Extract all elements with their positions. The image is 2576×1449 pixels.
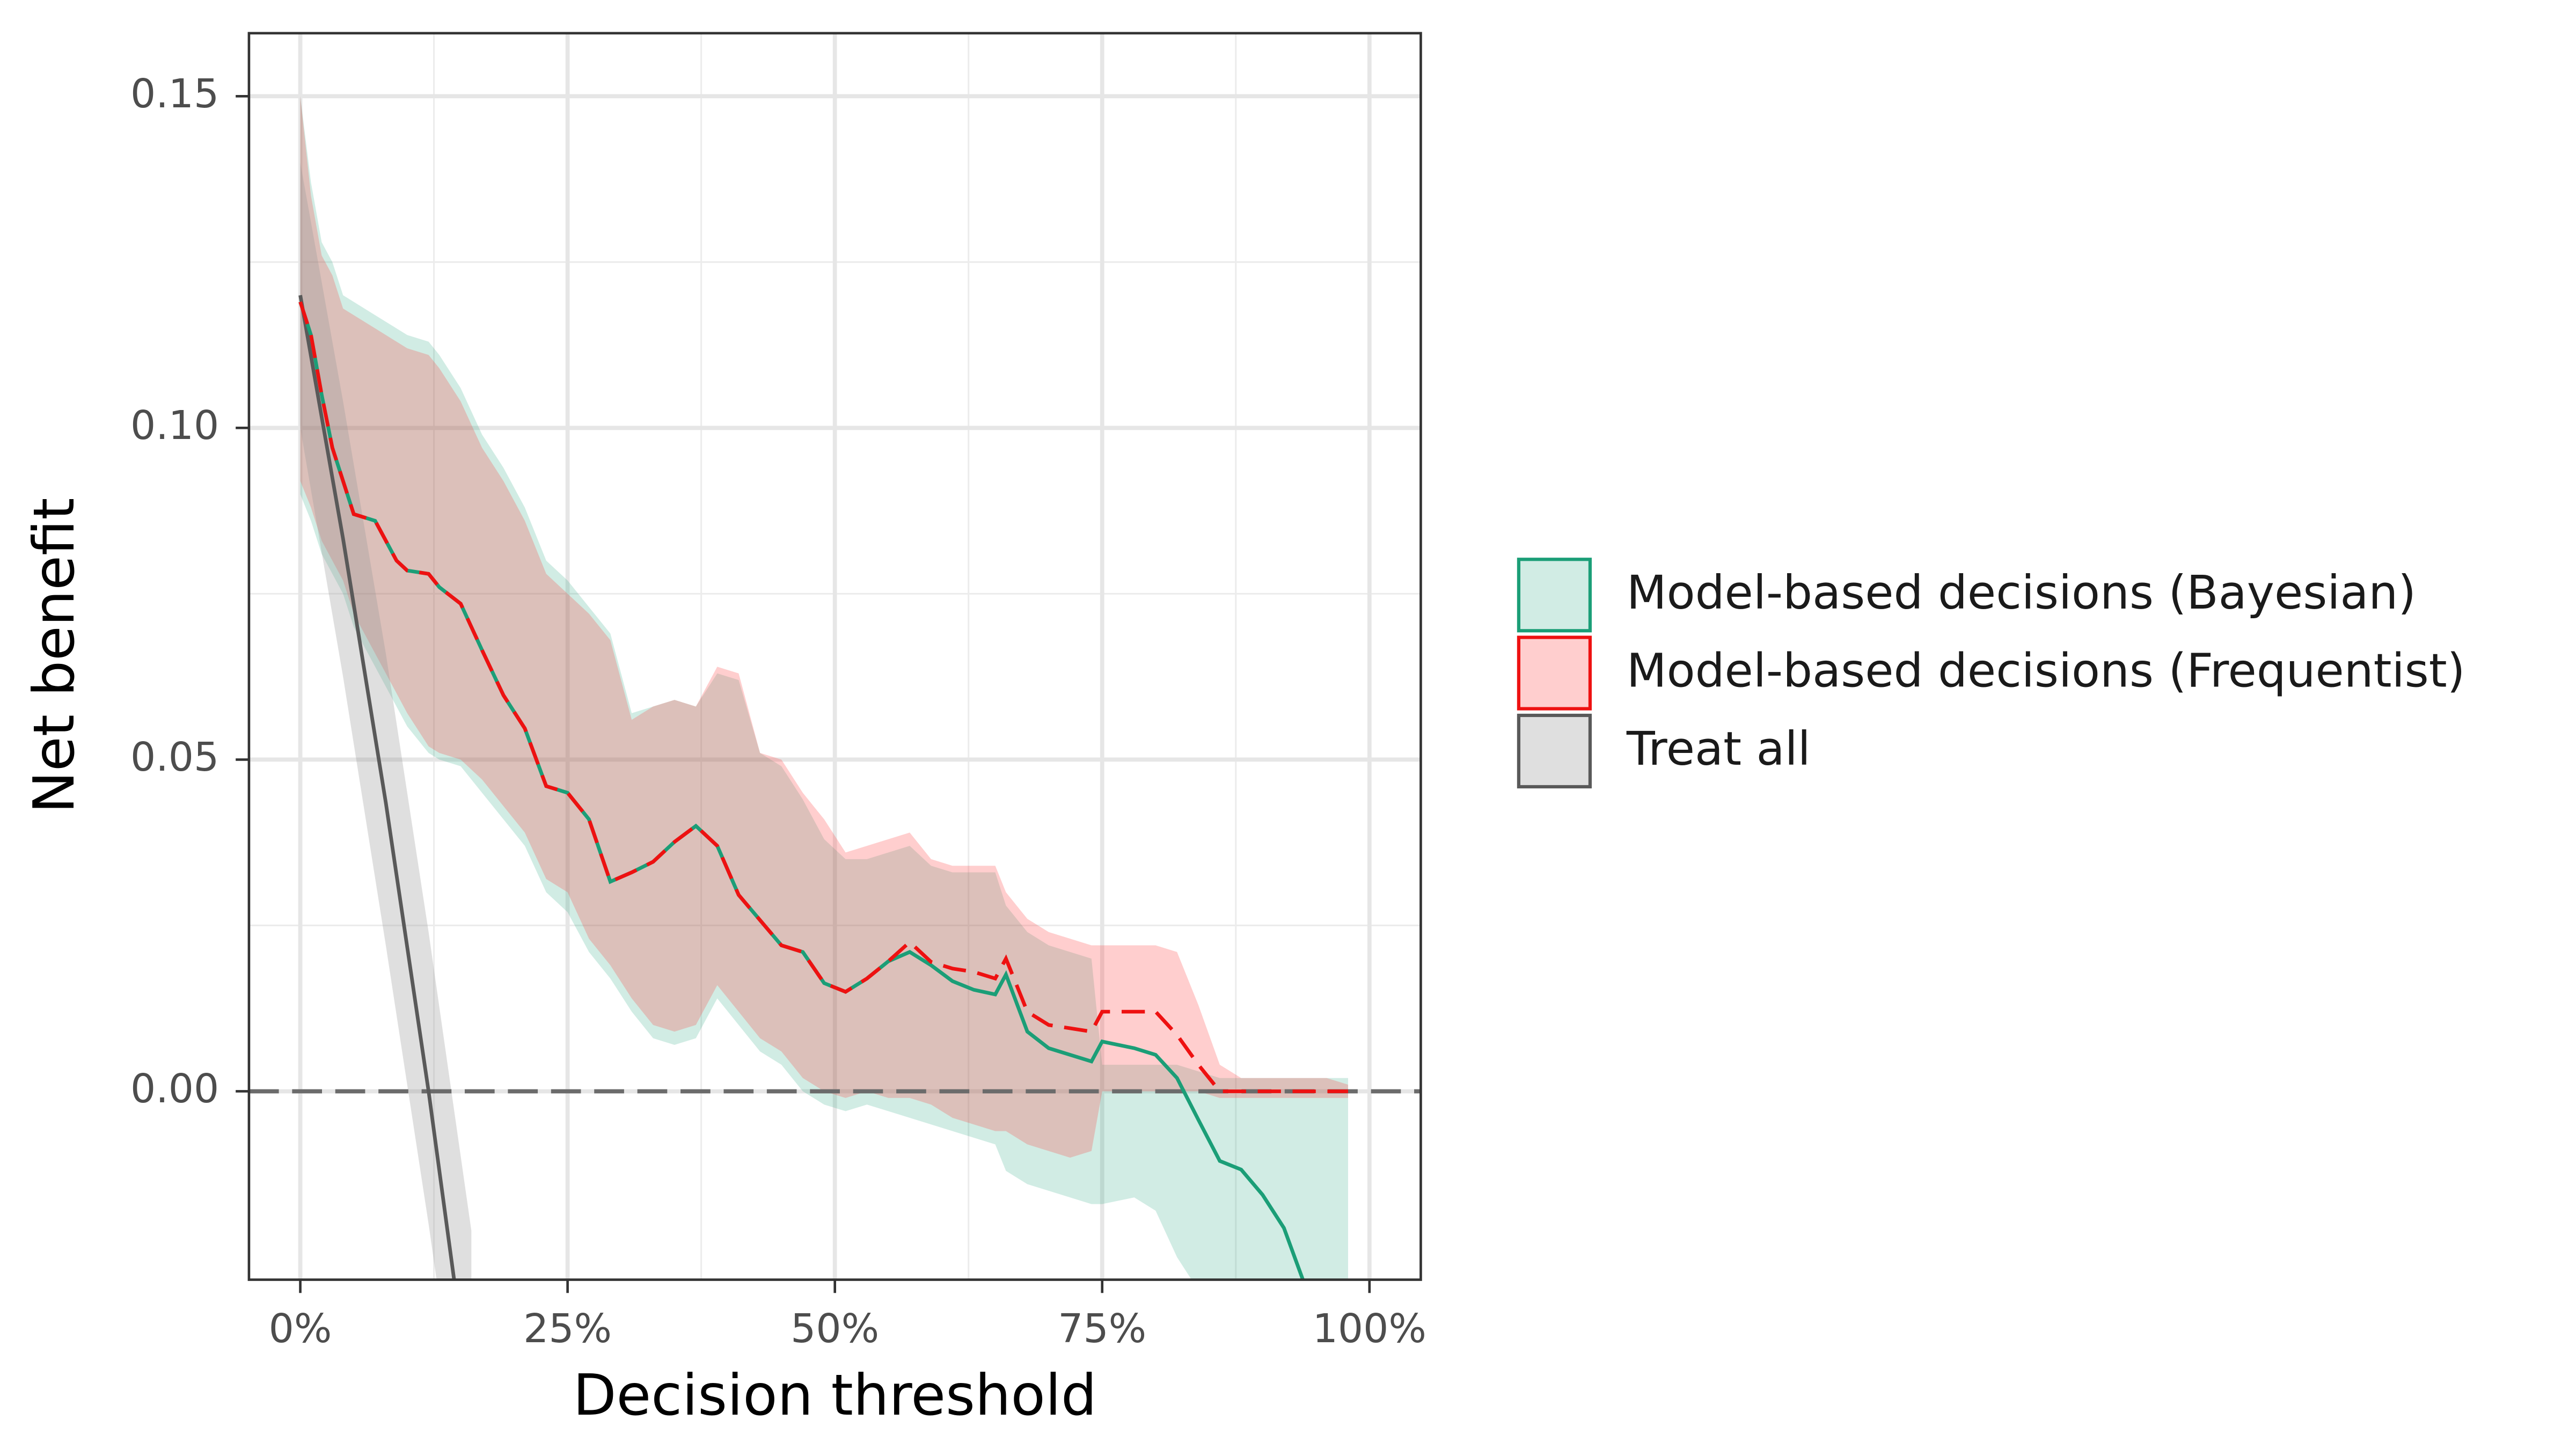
legend-swatch: [1517, 558, 1592, 633]
grid: [248, 33, 1421, 1280]
x-tick-label: 25%: [523, 1305, 612, 1352]
series-line: [298, 295, 456, 1280]
x-tick-label: 100%: [1313, 1305, 1426, 1352]
legend-swatch: [1517, 713, 1592, 789]
confidence-ribbon: [300, 96, 1348, 1158]
confidence-ribbon: [300, 162, 472, 1280]
x-tick-label: 50%: [791, 1305, 879, 1352]
confidence-ribbon: [300, 96, 1348, 1280]
y-tick-label: 0.05: [130, 734, 219, 780]
legend-label: Model-based decisions (Frequentist): [1627, 645, 2465, 698]
series-line: [298, 301, 1348, 1093]
y-tick-label: 0.10: [130, 402, 219, 449]
legend-label: Model-based decisions (Bayesian): [1627, 566, 2416, 620]
y-axis-title: Net benefit: [21, 498, 87, 814]
x-tick-label: 75%: [1058, 1305, 1146, 1352]
plot-area: [248, 96, 1421, 1280]
x-tick-label: 0%: [269, 1305, 332, 1352]
legend-label: Treat all: [1626, 722, 1811, 776]
legend: Model-based decisions (Bayesian) Model-ba…: [1517, 558, 2465, 789]
x-axis-title: Decision threshold: [573, 1362, 1097, 1428]
y-tick-label: 0.00: [130, 1065, 219, 1112]
legend-swatch: [1517, 635, 1592, 711]
y-tick-label: 0.15: [130, 70, 219, 117]
axes: 0% 25% 50% 75% 100% 0.00 0.05 0.10 0.15: [130, 70, 1426, 1352]
